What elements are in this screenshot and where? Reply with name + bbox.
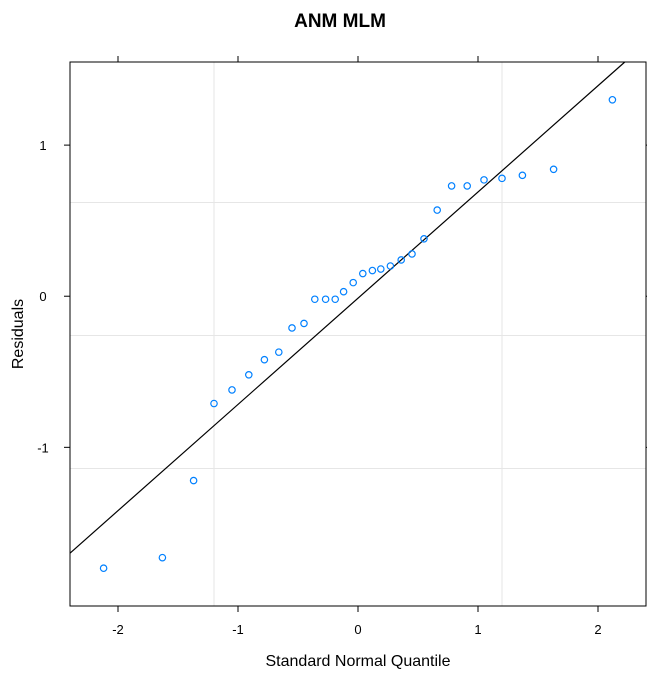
reference-line-group bbox=[69, 61, 626, 554]
data-point bbox=[420, 235, 428, 243]
x-tick-label: 2 bbox=[594, 622, 601, 637]
data-point bbox=[386, 262, 395, 270]
data-point bbox=[274, 348, 283, 356]
data-point bbox=[376, 265, 385, 273]
data-point bbox=[189, 476, 198, 485]
data-point bbox=[408, 250, 416, 258]
y-axis-label: Residuals bbox=[10, 299, 27, 369]
data-point bbox=[349, 278, 358, 287]
x-tick-label: 0 bbox=[354, 622, 361, 637]
data-point bbox=[339, 287, 348, 296]
data-point bbox=[245, 370, 253, 379]
x-tick-label: -2 bbox=[112, 622, 124, 637]
data-point bbox=[210, 399, 218, 408]
data-points bbox=[99, 95, 617, 573]
data-point bbox=[433, 206, 442, 214]
y-tick-label: 0 bbox=[39, 289, 46, 304]
data-point bbox=[480, 176, 488, 184]
data-point bbox=[300, 319, 308, 328]
data-point bbox=[549, 165, 558, 174]
data-point bbox=[99, 564, 108, 573]
gridlines bbox=[70, 62, 646, 606]
reference-line bbox=[69, 61, 626, 554]
data-point bbox=[518, 171, 527, 180]
x-tick-label: -1 bbox=[232, 622, 244, 637]
chart-title: ANM MLM bbox=[294, 11, 386, 32]
x-axis-label: Standard Normal Quantile bbox=[266, 653, 451, 670]
tick-labels: -2 -1 0 1 2 -1 0 1 bbox=[37, 138, 601, 637]
x-tick-label: 1 bbox=[474, 622, 481, 637]
y-tick-label: -1 bbox=[37, 440, 49, 455]
data-point bbox=[498, 174, 506, 183]
data-point bbox=[288, 324, 296, 332]
plot-frame bbox=[69, 61, 647, 607]
data-point bbox=[368, 266, 377, 275]
data-point bbox=[447, 182, 456, 190]
axis-ticks bbox=[64, 56, 647, 612]
data-point bbox=[463, 182, 472, 190]
data-point bbox=[358, 269, 367, 278]
data-point bbox=[260, 355, 269, 364]
data-point bbox=[331, 295, 340, 304]
data-point bbox=[158, 553, 167, 562]
data-point bbox=[608, 95, 617, 104]
data-point bbox=[321, 295, 330, 304]
data-point bbox=[228, 386, 236, 394]
data-point bbox=[310, 295, 319, 304]
data-point bbox=[397, 256, 406, 264]
y-tick-label: 1 bbox=[39, 138, 46, 153]
